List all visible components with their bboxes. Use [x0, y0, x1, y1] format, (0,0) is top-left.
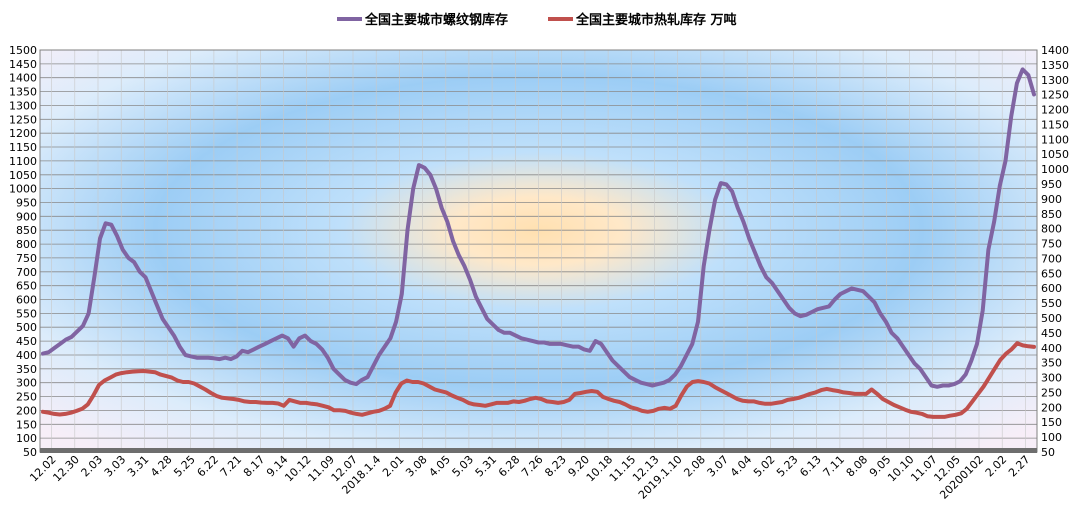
- x-tick-label: 7.26: [519, 453, 546, 480]
- x-tick-label: 3.07: [705, 453, 732, 480]
- legend-label-rebar: 全国主要城市螺纹钢库存: [364, 12, 508, 28]
- y-left-tick-label: 800: [16, 238, 37, 251]
- y-left-tick-label: 750: [16, 252, 37, 265]
- y-left-tick-label: 350: [16, 363, 37, 376]
- y-left-tick-label: 600: [16, 294, 37, 307]
- y-left-tick-label: 950: [16, 197, 37, 210]
- x-tick-label: 7.21: [218, 453, 245, 480]
- y-left-tick-label: 500: [16, 321, 37, 334]
- y-right-tick-label: 300: [1041, 372, 1062, 385]
- y-left-tick-label: 1200: [9, 127, 37, 140]
- y-right-tick-label: 200: [1041, 401, 1062, 414]
- x-tick-label: 6.22: [195, 453, 222, 480]
- y-right-tick-label: 450: [1041, 327, 1062, 340]
- y-left-tick-label: 1150: [9, 141, 37, 154]
- y-left-tick-label: 650: [16, 280, 37, 293]
- x-tick-label: 4.28: [148, 453, 175, 480]
- y-left-tick-label: 900: [16, 210, 37, 223]
- legend-label-hotrolled: 全国主要城市热轧库存 万吨: [575, 12, 737, 28]
- y-right-tick-label: 600: [1041, 282, 1062, 295]
- y-right-tick-label: 700: [1041, 252, 1062, 265]
- y-left-tick-label: 300: [16, 377, 37, 390]
- series-line-hotrolled: [41, 341, 1036, 419]
- y-right-tick-label: 100: [1041, 431, 1062, 444]
- floor-band: [40, 448, 1037, 453]
- y-left-tick-label: 200: [16, 404, 37, 417]
- y-left-tick-label: 850: [16, 224, 37, 237]
- y-right-tick-label: 900: [1041, 193, 1062, 206]
- y-right-tick-label: 1350: [1041, 59, 1069, 72]
- x-tick-label: 6.28: [496, 453, 523, 480]
- series-line-rebar: [41, 67, 1036, 389]
- x-tick-label: 5.31: [473, 453, 500, 480]
- y-left-tick-label: 400: [16, 349, 37, 362]
- y-right-tick-label: 1250: [1041, 89, 1069, 102]
- y-right-tick-label: 350: [1041, 357, 1062, 370]
- y-right-tick-label: 1050: [1041, 148, 1069, 161]
- y-left-tick-label: 1350: [9, 86, 37, 99]
- y-right-tick-label: 850: [1041, 208, 1062, 221]
- y-axis-left: 5010015020025030035040045050055060065070…: [9, 44, 37, 459]
- y-right-tick-label: 250: [1041, 386, 1062, 399]
- y-right-tick-label: 650: [1041, 267, 1062, 280]
- x-tick-label: 5.25: [171, 453, 198, 480]
- x-tick-label: 3.31: [125, 453, 152, 480]
- x-tick-label: 2.08: [681, 453, 708, 480]
- series-lines: [41, 67, 1036, 419]
- y-right-tick-label: 150: [1041, 416, 1062, 429]
- y-left-tick-label: 1100: [9, 155, 37, 168]
- y-right-tick-label: 400: [1041, 342, 1062, 355]
- legend: 全国主要城市螺纹钢库存 全国主要城市热轧库存 万吨: [337, 12, 737, 28]
- y-right-tick-label: 950: [1041, 178, 1062, 191]
- x-tick-label: 2.27: [1006, 453, 1033, 480]
- x-tick-label: 4.05: [426, 453, 453, 480]
- y-left-tick-label: 1000: [9, 183, 37, 196]
- x-tick-label: 5.23: [774, 453, 801, 480]
- y-left-tick-label: 550: [16, 307, 37, 320]
- y-right-tick-label: 800: [1041, 223, 1062, 236]
- x-tick-label: 4.04: [728, 453, 755, 480]
- y-left-tick-label: 1500: [9, 44, 37, 57]
- y-right-tick-label: 750: [1041, 238, 1062, 251]
- x-tick-label: 6.13: [797, 453, 824, 480]
- x-tick-label: 5.02: [751, 453, 778, 480]
- y-right-tick-label: 1200: [1041, 104, 1069, 117]
- y-right-tick-label: 1300: [1041, 74, 1069, 87]
- y-right-tick-label: 50: [1041, 446, 1055, 459]
- x-tick-label: 8.08: [844, 453, 871, 480]
- y-left-tick-label: 1050: [9, 169, 37, 182]
- x-tick-label: 3.03: [102, 453, 129, 480]
- y-left-tick-label: 1300: [9, 99, 37, 112]
- y-right-tick-label: 1000: [1041, 163, 1069, 176]
- y-left-tick-label: 700: [16, 266, 37, 279]
- y-left-tick-label: 100: [16, 432, 37, 445]
- x-tick-label: 2.02: [983, 453, 1010, 480]
- y-left-tick-label: 1450: [9, 58, 37, 71]
- x-tick-label: 2.01: [380, 453, 407, 480]
- y-left-tick-label: 150: [16, 418, 37, 431]
- y-left-tick-label: 50: [23, 446, 37, 459]
- x-tick-label: 8.23: [542, 453, 569, 480]
- y-left-tick-label: 250: [16, 391, 37, 404]
- y-left-tick-label: 1250: [9, 113, 37, 126]
- y-right-tick-label: 1150: [1041, 118, 1069, 131]
- y-right-tick-label: 1100: [1041, 133, 1069, 146]
- x-axis: 12.0212.302.033.033.314.285.256.227.218.…: [27, 453, 1032, 502]
- x-tick-label: 3.08: [403, 453, 430, 480]
- y-left-tick-label: 450: [16, 335, 37, 348]
- x-tick-label: 2.03: [79, 453, 106, 480]
- y-right-tick-label: 500: [1041, 312, 1062, 325]
- y-right-tick-label: 550: [1041, 297, 1062, 310]
- y-right-tick-label: 1400: [1041, 44, 1069, 57]
- x-tick-label: 5.03: [450, 453, 477, 480]
- y-left-tick-label: 1400: [9, 72, 37, 85]
- x-tick-label: 12.30: [50, 453, 81, 484]
- x-tick-label: 7.11: [821, 453, 848, 480]
- x-tick-label: 8.17: [241, 453, 268, 480]
